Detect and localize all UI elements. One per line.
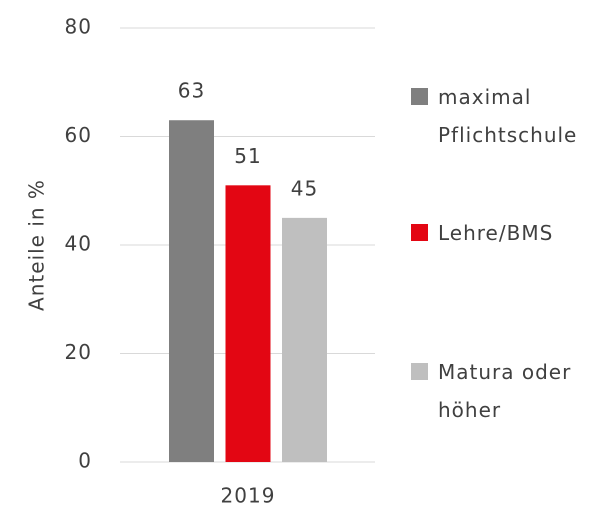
y-axis-label: Anteile in %: [25, 179, 49, 311]
bar: [282, 217, 327, 462]
legend-swatch: [411, 224, 428, 241]
legend-item: maximal Pflichtschule: [411, 78, 601, 154]
y-tick-label: 40: [65, 232, 92, 256]
legend-label: Lehre/BMS: [438, 221, 554, 245]
legend-item: Lehre/BMS: [411, 214, 601, 252]
y-tick-label: 60: [65, 123, 92, 147]
data-label: 63: [178, 79, 205, 103]
y-tick-label: 80: [65, 15, 92, 39]
y-tick-label: 20: [65, 340, 92, 364]
legend-label: maximal Pflichtschule: [438, 85, 578, 147]
data-label: 51: [234, 144, 261, 168]
legend-swatch: [411, 363, 428, 380]
legend-item: Matura oder höher: [411, 353, 601, 429]
x-tick-label: 2019: [221, 484, 276, 508]
bar: [225, 185, 271, 462]
legend-label: Matura oder höher: [438, 360, 572, 422]
y-tick-label: 0: [78, 449, 92, 473]
data-label: 45: [291, 176, 318, 200]
legend-swatch: [411, 88, 428, 105]
bar: [169, 120, 214, 462]
